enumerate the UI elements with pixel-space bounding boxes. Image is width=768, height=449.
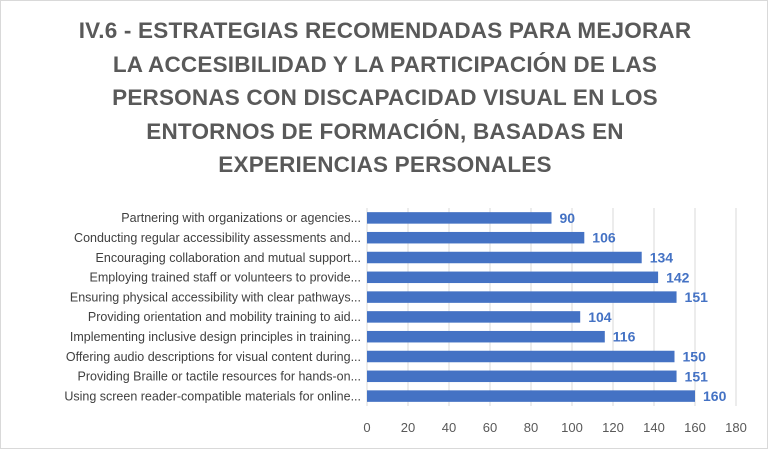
x-tick-label: 40 [442, 420, 456, 435]
category-label: Encouraging collaboration and mutual sup… [96, 251, 361, 265]
x-axis-ticks: 0 20 40 60 80 100 120 140 160 180 [363, 420, 746, 435]
category-label: Providing orientation and mobility train… [88, 310, 361, 324]
bar [367, 291, 677, 303]
bar [367, 370, 677, 383]
x-tick-label: 80 [524, 420, 538, 435]
data-label: 150 [683, 349, 707, 365]
bar [367, 330, 605, 343]
category-label: Conducting regular accessibility assessm… [74, 231, 361, 245]
category-label: Providing Braille or tactile resources f… [78, 370, 361, 384]
category-label: Partnering with organizations or agencie… [121, 211, 361, 225]
data-label: 106 [592, 230, 616, 246]
x-tick-label: 140 [643, 420, 665, 435]
bar [367, 212, 552, 224]
category-label: Offering audio descriptions for visual c… [66, 350, 361, 364]
category-label: Implementing inclusive design principles… [70, 330, 361, 344]
chart-title: IV.6 - ESTRATEGIAS RECOMENDADAS PARA MEJ… [78, 18, 692, 177]
bar [367, 271, 659, 284]
data-label: 151 [685, 368, 709, 384]
bar [367, 311, 581, 323]
category-label: Employing trained staff or volunteers to… [90, 271, 361, 285]
bars [367, 212, 695, 402]
bar [367, 350, 675, 363]
x-tick-label: 0 [363, 420, 370, 435]
bar [367, 251, 642, 264]
x-tick-label: 160 [684, 420, 706, 435]
x-tick-label: 100 [561, 420, 583, 435]
data-label: 160 [703, 388, 727, 404]
data-label: 116 [613, 329, 636, 345]
data-label: 134 [650, 250, 674, 266]
x-tick-label: 20 [401, 420, 415, 435]
x-tick-label: 60 [483, 420, 497, 435]
data-label: 142 [666, 269, 690, 285]
category-label: Ensuring physical accessibility with cle… [70, 290, 361, 304]
data-label: 151 [685, 289, 709, 305]
x-tick-label: 120 [602, 420, 624, 435]
bar [367, 231, 585, 244]
category-labels: Partnering with organizations or agencie… [64, 211, 361, 403]
x-tick-label: 180 [725, 420, 747, 435]
data-label: 90 [560, 210, 576, 226]
category-label: Using screen reader-compatible materials… [64, 389, 361, 403]
bar [367, 390, 695, 402]
data-label: 104 [588, 309, 612, 325]
